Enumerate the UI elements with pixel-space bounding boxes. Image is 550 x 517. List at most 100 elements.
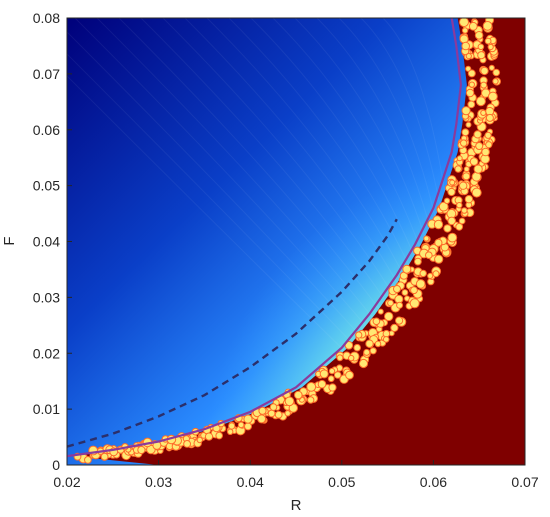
- pattern-spot: [390, 323, 399, 332]
- pattern-spot: [455, 222, 464, 231]
- pattern-spot: [355, 331, 363, 339]
- y-axis-label: F: [1, 236, 18, 245]
- pattern-spot: [468, 21, 478, 31]
- pattern-spot: [447, 216, 457, 226]
- pattern-spot: [377, 308, 384, 315]
- pattern-spot: [463, 166, 470, 173]
- pattern-spot: [461, 207, 468, 214]
- pattern-spot: [294, 390, 303, 400]
- pattern-spot: [267, 409, 276, 418]
- pattern-spot: [257, 414, 267, 424]
- pattern-spot: [84, 456, 92, 464]
- pattern-spot: [409, 298, 420, 309]
- pattern-spot: [467, 69, 476, 78]
- pattern-spot: [480, 109, 487, 117]
- y-axis: 0 0.01 0.02 0.03 0.04 0.05 0.06 0.07 0.08: [33, 10, 72, 473]
- pattern-spot: [492, 78, 499, 85]
- x-tick-label: 0.04: [237, 474, 264, 490]
- y-tick-label: 0.05: [33, 178, 60, 194]
- pattern-spot: [471, 187, 482, 198]
- pattern-spot: [328, 367, 336, 375]
- pattern-spot: [465, 53, 472, 60]
- y-tick-label: 0.06: [33, 122, 60, 138]
- pattern-spot: [415, 279, 426, 289]
- pattern-spot: [227, 428, 234, 435]
- x-tick-label: 0.05: [328, 474, 355, 490]
- pattern-spot: [353, 343, 362, 352]
- pattern-spot: [396, 301, 404, 309]
- pattern-spot: [488, 91, 498, 102]
- pattern-spot: [196, 436, 204, 444]
- pattern-spot: [372, 317, 381, 326]
- y-tick-label: 0.01: [33, 401, 60, 417]
- x-tick-label: 0.07: [511, 474, 538, 490]
- pattern-spot: [365, 339, 374, 348]
- pattern-spot: [477, 51, 486, 60]
- x-axis: 0.02 0.03 0.04 0.05 0.06 0.07: [53, 460, 539, 490]
- pattern-spot: [464, 195, 474, 204]
- pattern-spot: [473, 130, 482, 139]
- pattern-spot: [438, 201, 449, 212]
- pattern-spot: [183, 440, 192, 448]
- pattern-spot: [443, 224, 452, 233]
- pattern-spot: [307, 396, 315, 404]
- pattern-spot: [468, 81, 475, 88]
- pattern-spot: [447, 232, 458, 243]
- pattern-spot: [327, 375, 335, 383]
- pattern-spot: [419, 269, 427, 278]
- pattern-spot: [462, 172, 471, 181]
- pattern-spot: [480, 81, 488, 89]
- pattern-spot: [475, 96, 486, 107]
- pattern-spot: [369, 347, 377, 355]
- pattern-spot: [432, 270, 440, 278]
- y-tick-label: 0: [52, 457, 60, 473]
- solid-boundary-curve: [67, 18, 463, 458]
- pattern-spot: [237, 421, 245, 429]
- y-tick-label: 0.02: [33, 345, 60, 361]
- pattern-spot: [460, 139, 468, 147]
- pattern-spot: [345, 370, 354, 380]
- pattern-spot: [215, 431, 223, 440]
- pattern-spot: [228, 422, 236, 430]
- pattern-spot: [492, 68, 501, 77]
- pattern-spot: [449, 179, 456, 186]
- pattern-spot: [473, 164, 483, 174]
- pattern-spot: [484, 131, 492, 139]
- pattern-spot: [465, 65, 472, 72]
- pattern-spot: [382, 329, 391, 338]
- pattern-spot: [100, 452, 109, 461]
- pattern-spot: [461, 27, 469, 34]
- pattern-spot: [471, 171, 482, 182]
- pattern-spot: [485, 141, 493, 149]
- x-tick-label: 0.03: [145, 474, 172, 490]
- pattern-spot: [459, 181, 468, 190]
- pattern-spot: [482, 21, 493, 31]
- pattern-spot: [488, 64, 495, 71]
- pattern-spot: [317, 379, 327, 389]
- pattern-spot: [348, 354, 355, 362]
- y-tick-label: 0.07: [33, 66, 60, 82]
- pattern-spot: [459, 18, 469, 28]
- pattern-spot: [461, 128, 470, 137]
- x-tick-label: 0.02: [53, 474, 80, 490]
- heatmap-field: [67, 18, 525, 465]
- pattern-spot: [137, 445, 146, 455]
- pattern-spot: [374, 340, 382, 348]
- pattern-spot: [363, 348, 371, 356]
- pattern-spot: [433, 219, 444, 230]
- pattern-spot: [425, 251, 433, 259]
- pattern-spot: [485, 113, 494, 122]
- pattern-spot: [456, 155, 463, 162]
- pattern-spot: [384, 311, 394, 322]
- pattern-spot: [459, 34, 469, 44]
- pattern-spot: [274, 410, 283, 419]
- pattern-spot: [333, 371, 342, 379]
- pattern-spot: [395, 316, 404, 325]
- pattern-spot: [382, 336, 390, 343]
- pattern-spot: [447, 187, 456, 197]
- pattern-spot: [410, 286, 418, 295]
- pattern-spot: [393, 285, 401, 293]
- y-tick-label: 0.08: [33, 10, 60, 26]
- pattern-spot: [387, 299, 394, 307]
